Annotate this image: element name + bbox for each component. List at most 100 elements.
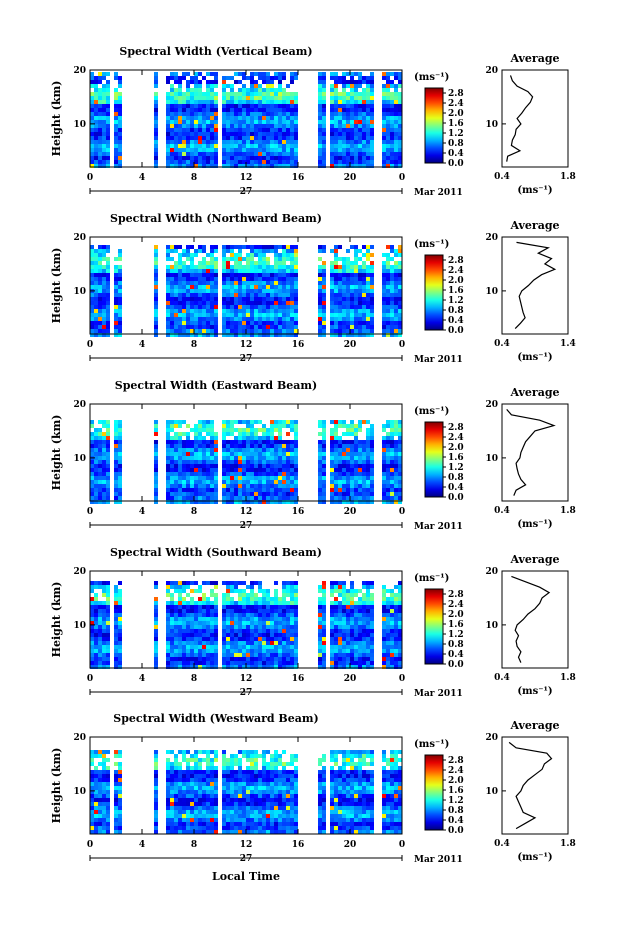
heatmap-cell (170, 488, 174, 492)
heatmap-cell (190, 333, 194, 337)
heatmap-cell (346, 460, 350, 464)
colorbar-tick-label: 0.0 (448, 326, 464, 336)
heatmap-cell (194, 637, 198, 641)
heatmap-cell (398, 484, 402, 488)
heatmap-cell (318, 653, 322, 657)
heatmap-cell (282, 265, 286, 269)
heatmap-cell (226, 108, 230, 112)
heatmap-cell (330, 649, 334, 653)
heatmap-cell (370, 80, 374, 84)
heatmap-cell (394, 428, 398, 432)
heatmap-cell (198, 333, 202, 337)
heatmap-cell (398, 269, 402, 273)
heatmap-cell (210, 321, 214, 325)
heatmap-cell (354, 589, 358, 593)
heatmap-cell (318, 80, 322, 84)
heatmap-cell (350, 613, 354, 617)
heatmap-cell (342, 496, 346, 500)
heatmap-cell (266, 476, 270, 480)
heatmap-cell (206, 140, 210, 144)
heatmap-cell (250, 436, 254, 440)
heatmap-cell (366, 629, 370, 633)
heatmap-cell (214, 136, 218, 140)
heatmap-cell (210, 444, 214, 448)
heatmap-cell (190, 468, 194, 472)
heatmap-cell (170, 625, 174, 629)
heatmap-cell (194, 100, 198, 104)
heatmap-cell (238, 464, 242, 468)
heatmap-cell (350, 585, 354, 589)
heatmap-cell (226, 613, 230, 617)
heatmap-cell (118, 96, 122, 100)
heatmap-cell (194, 609, 198, 613)
heatmap-cell (166, 249, 170, 253)
heatmap-cell (230, 317, 234, 321)
heatmap-cell (346, 72, 350, 76)
heatmap-cell (230, 313, 234, 317)
heatmap-cell (262, 645, 266, 649)
heatmap-cell (90, 136, 94, 140)
heatmap-cell (206, 309, 210, 313)
heatmap-cell (166, 265, 170, 269)
heatmap-cell (114, 420, 118, 424)
heatmap-cell (182, 249, 186, 253)
heatmap-cell (190, 613, 194, 617)
heatmap-cell (358, 617, 362, 621)
heatmap-cell (270, 164, 274, 168)
heatmap-cell (270, 621, 274, 625)
heatmap-cell (262, 261, 266, 265)
heatmap-cell (174, 613, 178, 617)
heatmap-cell (342, 273, 346, 277)
heatmap-cell (178, 277, 182, 281)
heatmap-cell (398, 120, 402, 124)
heatmap-cell (214, 637, 218, 641)
heatmap-cell (102, 156, 106, 160)
heatmap-cell (118, 305, 122, 309)
heatmap-cell (282, 249, 286, 253)
heatmap-cell (94, 444, 98, 448)
heatmap-cell (106, 301, 110, 305)
heatmap-cell (330, 637, 334, 641)
heatmap-cell (198, 460, 202, 464)
heatmap-cell (258, 293, 262, 297)
heatmap-cell (334, 313, 338, 317)
heatmap-cell (234, 492, 238, 496)
heatmap-cell (210, 325, 214, 329)
heatmap-cell (170, 613, 174, 617)
heatmap-cell (170, 420, 174, 424)
heatmap-cell (202, 436, 206, 440)
heatmap-cell (210, 265, 214, 269)
heatmap-cell (250, 273, 254, 277)
heatmap-cell (118, 661, 122, 665)
heatmap-cell (318, 665, 322, 669)
heatmap-cell (106, 645, 110, 649)
heatmap-cell (290, 480, 294, 484)
heatmap-cell (370, 488, 374, 492)
y-axis-label: Height (km) (50, 248, 63, 324)
heatmap-cell (98, 500, 102, 504)
heatmap-cell (350, 589, 354, 593)
heatmap-cell (286, 313, 290, 317)
heatmap-cell (198, 589, 202, 593)
heatmap-cell (290, 313, 294, 317)
heatmap-cell (210, 257, 214, 261)
heatmap-cell (222, 476, 226, 480)
heatmap-cell (262, 613, 266, 617)
heatmap-cell (294, 148, 298, 152)
heatmap-cell (166, 329, 170, 333)
heatmap-cell (290, 156, 294, 160)
heatmap-cell (242, 285, 246, 289)
heatmap-cell (334, 657, 338, 661)
heatmap-cell (286, 124, 290, 128)
heatmap-cell (250, 480, 254, 484)
heatmap-cell (254, 96, 258, 100)
heatmap-cell (170, 325, 174, 329)
heatmap-cell (174, 617, 178, 621)
heatmap-cell (106, 245, 110, 249)
heatmap-cell (258, 309, 262, 313)
heatmap-cell (222, 249, 226, 253)
heatmap-cell (98, 293, 102, 297)
heatmap-cell (98, 617, 102, 621)
heatmap-cell (254, 84, 258, 88)
heatmap-cell (262, 120, 266, 124)
